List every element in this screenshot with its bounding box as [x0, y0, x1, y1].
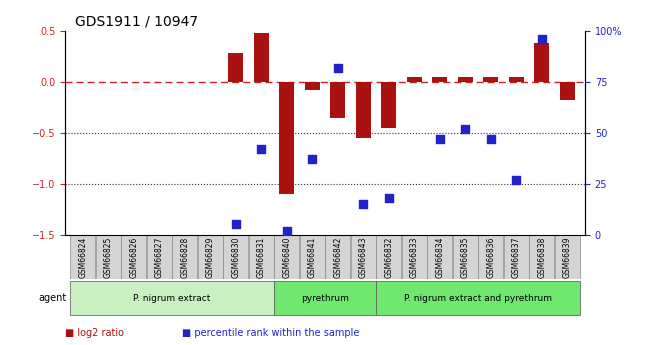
FancyBboxPatch shape [554, 235, 580, 279]
FancyBboxPatch shape [198, 235, 223, 279]
FancyBboxPatch shape [172, 235, 198, 279]
FancyBboxPatch shape [300, 235, 325, 279]
FancyBboxPatch shape [96, 235, 121, 279]
Text: pyrethrum: pyrethrum [301, 294, 349, 303]
FancyBboxPatch shape [402, 235, 426, 279]
Text: GSM66843: GSM66843 [359, 237, 368, 278]
FancyBboxPatch shape [325, 235, 350, 279]
Text: GSM66836: GSM66836 [486, 237, 495, 278]
Text: GSM66829: GSM66829 [206, 237, 215, 278]
Point [434, 136, 445, 142]
Point [307, 157, 317, 162]
FancyBboxPatch shape [478, 235, 503, 279]
Text: GSM66825: GSM66825 [104, 237, 113, 278]
Bar [279, 82, 294, 194]
Bar [305, 82, 320, 90]
Bar [254, 33, 269, 82]
Text: ■ percentile rank within the sample: ■ percentile rank within the sample [182, 328, 359, 338]
Text: GSM66830: GSM66830 [231, 237, 240, 278]
Text: GSM66828: GSM66828 [180, 237, 189, 278]
FancyBboxPatch shape [529, 235, 554, 279]
Text: GSM66834: GSM66834 [436, 237, 444, 278]
Bar [483, 77, 499, 82]
Bar [560, 82, 575, 100]
Bar [406, 77, 422, 82]
Bar [356, 82, 371, 138]
Text: P. nigrum extract and pyrethrum: P. nigrum extract and pyrethrum [404, 294, 552, 303]
FancyBboxPatch shape [376, 281, 580, 315]
Text: ■ log2 ratio: ■ log2 ratio [65, 328, 124, 338]
FancyBboxPatch shape [70, 235, 96, 279]
Text: GSM66824: GSM66824 [79, 237, 87, 278]
Bar [381, 82, 396, 128]
FancyBboxPatch shape [147, 235, 172, 279]
Bar [534, 43, 549, 82]
Text: GSM66835: GSM66835 [461, 237, 470, 278]
FancyBboxPatch shape [224, 235, 248, 279]
Text: GSM66826: GSM66826 [129, 237, 138, 278]
FancyBboxPatch shape [427, 235, 452, 279]
Point [333, 65, 343, 70]
Text: GSM66841: GSM66841 [307, 237, 317, 278]
Point [384, 195, 394, 201]
Text: GSM66833: GSM66833 [410, 237, 419, 278]
Point [486, 136, 496, 142]
Point [281, 228, 292, 233]
FancyBboxPatch shape [249, 235, 274, 279]
Point [256, 146, 266, 152]
FancyBboxPatch shape [504, 235, 528, 279]
Text: P. nigrum extract: P. nigrum extract [133, 294, 211, 303]
Text: GSM66838: GSM66838 [537, 237, 546, 278]
FancyBboxPatch shape [274, 235, 299, 279]
Text: GSM66827: GSM66827 [155, 237, 164, 278]
Text: GSM66832: GSM66832 [384, 237, 393, 278]
Text: GSM66837: GSM66837 [512, 237, 521, 278]
Text: GSM66842: GSM66842 [333, 237, 343, 278]
Text: GDS1911 / 10947: GDS1911 / 10947 [75, 14, 198, 29]
Text: GSM66831: GSM66831 [257, 237, 266, 278]
Bar [432, 77, 447, 82]
Point [358, 201, 369, 207]
Bar [508, 77, 524, 82]
FancyBboxPatch shape [274, 281, 376, 315]
Bar [330, 82, 345, 118]
Text: agent: agent [38, 293, 66, 303]
Text: GSM66840: GSM66840 [282, 237, 291, 278]
Bar [458, 77, 473, 82]
Point [460, 126, 471, 131]
FancyBboxPatch shape [452, 235, 478, 279]
Bar [228, 53, 244, 82]
Text: GSM66839: GSM66839 [563, 237, 571, 278]
FancyBboxPatch shape [70, 281, 274, 315]
Point [511, 177, 521, 183]
FancyBboxPatch shape [351, 235, 376, 279]
FancyBboxPatch shape [376, 235, 401, 279]
FancyBboxPatch shape [122, 235, 146, 279]
Point [536, 37, 547, 42]
Point [231, 222, 241, 227]
